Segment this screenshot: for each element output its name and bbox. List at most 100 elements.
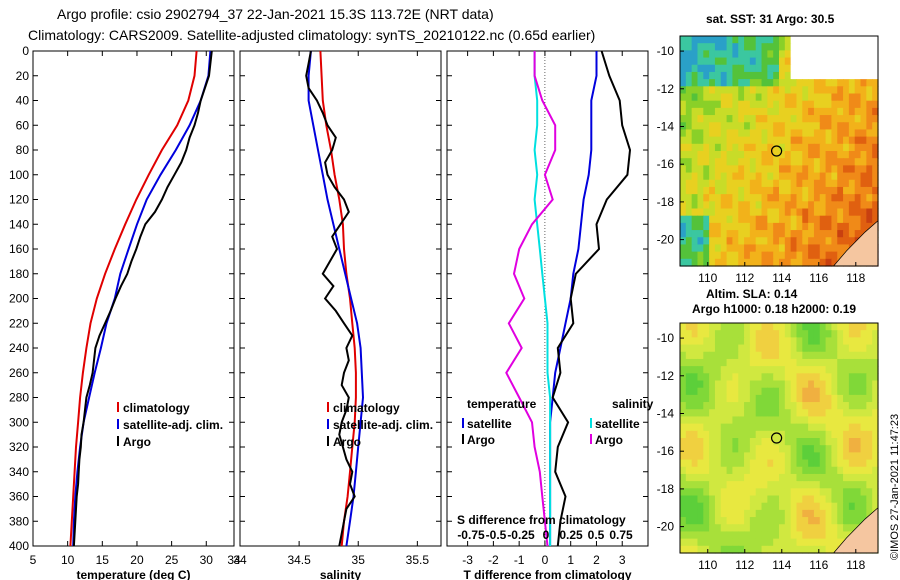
map-cell	[872, 366, 879, 374]
map-cell	[738, 172, 745, 181]
map-cell	[831, 416, 838, 425]
map-cell	[808, 452, 815, 461]
map-cell	[749, 215, 757, 224]
map-cell	[813, 136, 821, 145]
map-cell	[732, 222, 739, 231]
map-cell	[714, 488, 722, 497]
map-cell	[703, 230, 710, 238]
map-cell	[854, 495, 862, 504]
map-cell	[779, 50, 786, 59]
map-cell	[872, 100, 879, 109]
map-cell	[825, 466, 833, 475]
map-y-tick-label: -16	[657, 157, 675, 171]
map-cell	[860, 459, 867, 468]
map-cell	[691, 165, 699, 174]
map-cell	[808, 115, 815, 123]
map-cell	[784, 36, 792, 44]
map-cell	[685, 545, 693, 554]
map-cell	[819, 186, 827, 195]
map-cell	[697, 524, 704, 533]
map-cell	[831, 251, 838, 260]
map-cell	[691, 43, 699, 51]
map-cell	[831, 136, 838, 145]
map-cell	[860, 430, 867, 439]
map-cell	[854, 373, 862, 382]
map-cell	[732, 488, 739, 497]
map-cell	[703, 151, 710, 159]
map-cell	[773, 71, 780, 80]
map-cell	[779, 337, 786, 346]
map-cell	[872, 358, 879, 367]
map-cell	[685, 194, 693, 202]
map-cell	[843, 495, 850, 504]
map-cell	[854, 330, 862, 338]
map-cell	[755, 172, 763, 181]
map-cell	[749, 466, 757, 475]
map-cell	[802, 416, 809, 425]
map-cell	[802, 452, 809, 461]
map-cell	[872, 122, 879, 131]
map-cell	[680, 100, 687, 109]
map-cell	[866, 222, 873, 231]
map-cell	[825, 438, 833, 446]
map-cell	[802, 509, 809, 518]
map-cell	[848, 473, 856, 482]
map-cell	[709, 50, 716, 59]
map-cell	[761, 136, 768, 145]
map-cell	[819, 337, 827, 346]
map-cell	[697, 545, 704, 554]
map-cell	[784, 380, 792, 389]
map-cell	[761, 466, 768, 475]
map-cell	[732, 531, 739, 540]
map-cell	[796, 459, 803, 468]
map-cell	[796, 71, 803, 80]
map-cell	[685, 481, 693, 489]
map-cell	[802, 43, 809, 51]
map-cell	[808, 64, 815, 73]
map-cell	[749, 430, 757, 439]
map-cell	[709, 158, 716, 166]
map-cell	[843, 402, 850, 410]
map-cell	[720, 531, 728, 540]
map-cell	[784, 79, 792, 87]
x-tick-label: 0	[542, 553, 549, 567]
map-cell	[837, 100, 844, 109]
map-cell	[872, 50, 879, 59]
map-cell	[784, 373, 792, 382]
map-cell	[761, 86, 768, 95]
map-cell	[813, 495, 821, 504]
map-cell	[703, 394, 710, 403]
map-cell	[819, 502, 827, 511]
map-cell	[709, 215, 716, 224]
map-cell	[703, 423, 710, 432]
map-cell	[720, 230, 728, 238]
map-cell	[872, 158, 879, 166]
map-cell	[808, 459, 815, 468]
map-cell	[866, 86, 873, 95]
map-cell	[680, 64, 687, 73]
map-cell	[790, 466, 798, 475]
map-cell	[738, 438, 745, 446]
map-cell	[784, 337, 792, 346]
map-cell	[691, 179, 699, 188]
map-cell	[720, 122, 728, 131]
map-cell	[697, 122, 704, 131]
map-cell	[767, 481, 774, 489]
map-cell	[714, 351, 722, 360]
map-cell	[854, 387, 862, 396]
map-cell	[860, 143, 867, 152]
map-cell	[837, 36, 844, 44]
map-cell	[767, 517, 774, 525]
map-x-tick-label: 112	[735, 271, 754, 285]
map-cell	[819, 509, 827, 518]
map-cell	[813, 165, 821, 174]
map-cell	[726, 115, 734, 123]
map-cell	[738, 186, 745, 195]
map-cell	[744, 517, 751, 525]
map-cell	[872, 387, 879, 396]
map-cell	[732, 172, 739, 181]
map-cell	[738, 129, 745, 138]
map-cell	[848, 64, 856, 73]
map-cell	[697, 452, 704, 461]
map-cell	[697, 366, 704, 374]
